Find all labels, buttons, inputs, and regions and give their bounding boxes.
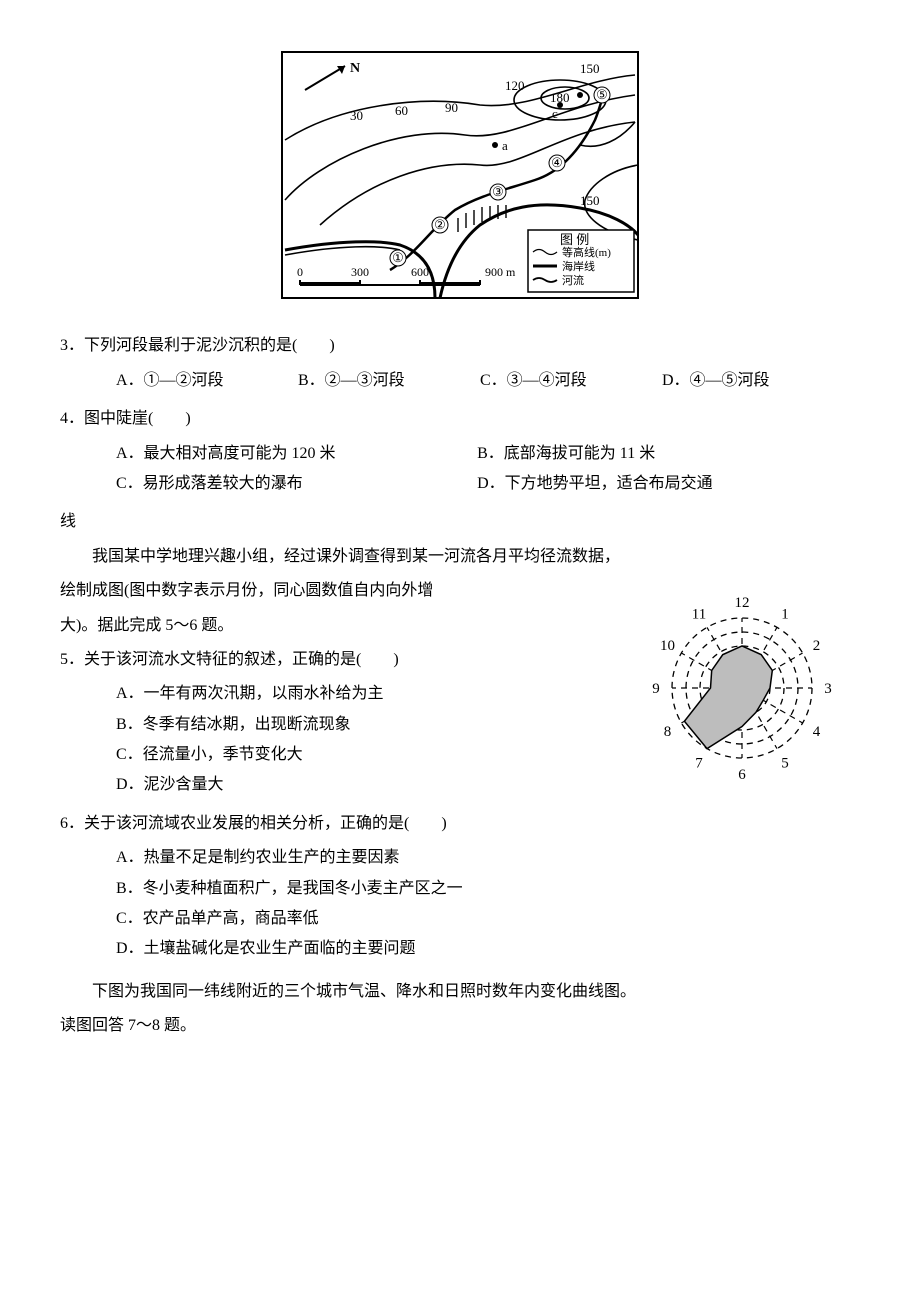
svg-text:海岸线: 海岸线 [562,259,595,273]
q3-stem: 3．下列河段最利于泥沙沉积的是( ) [60,331,860,361]
svg-text:8: 8 [664,724,672,740]
svg-text:5: 5 [781,756,789,772]
svg-text:10: 10 [660,638,675,654]
q4-opt-b[interactable]: B．底部海拔可能为 11 米 [477,439,834,469]
svg-text:1: 1 [781,607,789,623]
svg-text:河流: 河流 [562,273,584,287]
q3-options: A．①—②河段 B．②—③河段 C．③—④河段 D．④—⑤河段 [60,366,860,396]
q4-stem: 4．图中陡崖( ) [60,404,860,434]
q4-opt-c[interactable]: C．易形成落差较大的瀑布 [116,469,473,499]
svg-text:c: c [552,106,558,121]
q4-trailing: 线 [60,507,860,537]
q4-opt-d[interactable]: D．下方地势平坦，适合布局交通 [477,469,834,499]
svg-text:60: 60 [395,103,408,118]
q4-options: A．最大相对高度可能为 120 米 B．底部海拔可能为 11 米 C．易形成落差… [60,439,860,500]
q6-stem: 6．关于该河流域农业发展的相关分析，正确的是( ) [60,809,860,839]
svg-text:a: a [502,138,508,153]
q6-opt-a[interactable]: A．热量不足是制约农业生产的主要因素 [116,843,860,873]
q6-options: A．热量不足是制约农业生产的主要因素 B．冬小麦种植面积广，是我国冬小麦主产区之… [60,843,860,965]
q4-opt-a[interactable]: A．最大相对高度可能为 120 米 [116,439,473,469]
svg-text:11: 11 [692,607,706,623]
svg-text:6: 6 [738,767,746,783]
svg-text:300: 300 [351,265,369,279]
q3-opt-b[interactable]: B．②—③河段 [298,366,480,396]
svg-text:①: ① [392,250,404,265]
contour-map-figure: N ① [60,50,860,311]
passage78-line1: 下图为我国同一纬线附近的三个城市气温、降水和日照时数年内变化曲线图。 [60,977,860,1007]
svg-text:90: 90 [445,100,458,115]
svg-text:等高线(m): 等高线(m) [562,245,611,259]
passage78-line2: 读图回答 7～8 题。 [60,1011,860,1041]
q3-opt-c[interactable]: C．③—④河段 [480,366,662,396]
svg-text:③: ③ [492,184,504,199]
passage56-line1: 我国某中学地理兴趣小组，经过课外调查得到某一河流各月平均径流数据， [60,542,860,572]
contour-map-svg: N ① [280,50,640,300]
svg-text:150: 150 [580,61,600,76]
svg-text:7: 7 [695,756,703,772]
svg-text:30: 30 [350,108,363,123]
svg-text:图 例: 图 例 [560,232,589,247]
svg-text:4: 4 [813,724,821,740]
svg-text:②: ② [434,217,446,232]
svg-text:0: 0 [297,265,303,279]
q6-opt-c[interactable]: C．农产品单产高，商品率低 [116,904,860,934]
q3-opt-a[interactable]: A．①—②河段 [116,366,298,396]
svg-text:12: 12 [735,595,750,611]
svg-text:150: 150 [580,193,600,208]
svg-text:180: 180 [550,90,570,105]
svg-text:900 m: 900 m [485,265,516,279]
svg-text:2: 2 [813,638,821,654]
svg-text:3: 3 [824,681,832,697]
svg-text:9: 9 [652,681,660,697]
svg-text:120: 120 [505,78,525,93]
svg-text:④: ④ [551,155,563,170]
q6-opt-b[interactable]: B．冬小麦种植面积广，是我国冬小麦主产区之一 [116,874,860,904]
north-label: N [350,61,360,76]
radar-chart-figure: 123456789101112 [625,576,860,812]
q3-opt-d[interactable]: D．④—⑤河段 [662,366,844,396]
svg-text:⑤: ⑤ [596,87,608,102]
radar-chart-svg: 123456789101112 [625,576,860,801]
map-legend: 图 例 等高线(m) 海岸线 河流 [528,230,634,292]
svg-text:600: 600 [411,265,429,279]
q6-opt-d[interactable]: D．土壤盐碱化是农业生产面临的主要问题 [116,934,860,964]
